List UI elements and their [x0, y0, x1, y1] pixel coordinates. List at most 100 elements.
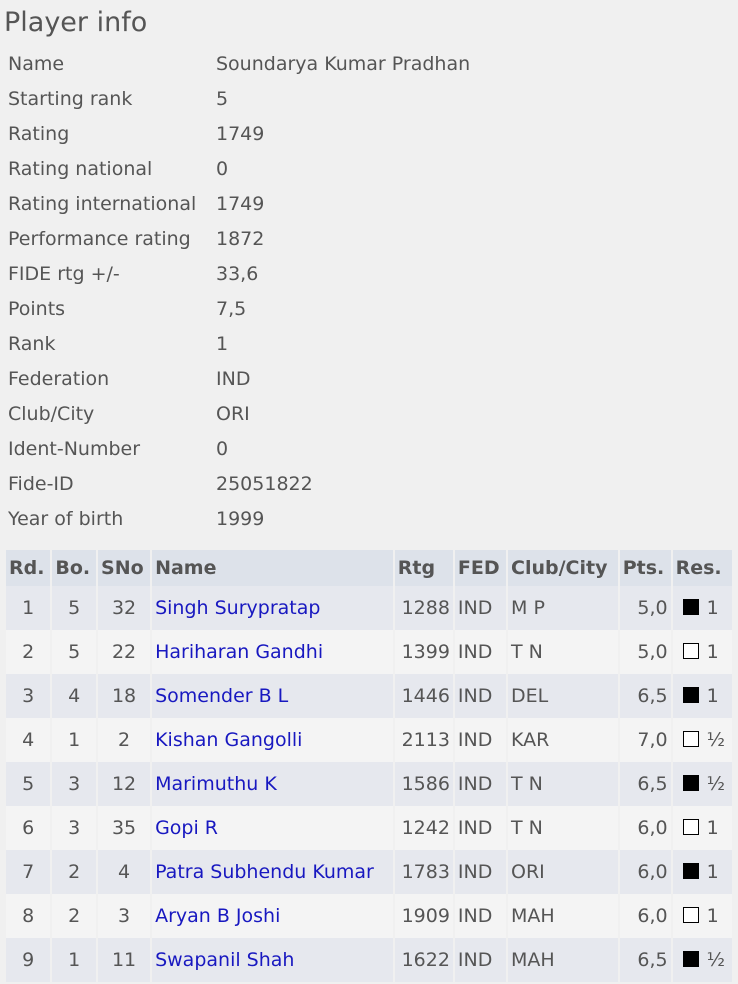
info-value: IND — [216, 367, 251, 390]
table-row: 6 3 35 Gopi R 1242 IND T N 6,0 1 — [6, 806, 732, 850]
opponent-cell: Kishan Gangolli — [152, 718, 393, 762]
result: ½ — [706, 949, 726, 971]
board: 2 — [52, 894, 97, 938]
player-info-table: Name Soundarya Kumar Pradhan Starting rank… — [8, 46, 470, 536]
club: T N — [508, 762, 618, 806]
info-value: ORI — [216, 402, 250, 425]
result: ½ — [706, 729, 726, 751]
column-header: Name — [152, 550, 393, 586]
rating: 1288 — [394, 586, 453, 630]
table-row: 1 5 32 Singh Surypratap 1288 IND M P 5,0 1 — [6, 586, 732, 630]
info-row: Ident-Number 0 — [8, 431, 470, 466]
result: 1 — [706, 641, 719, 663]
points: 6,5 — [619, 938, 671, 982]
federation: IND — [454, 806, 507, 850]
result-cell: ½ — [672, 718, 732, 762]
federation: IND — [454, 630, 507, 674]
info-label: Fide-ID — [8, 472, 74, 495]
info-row: Performance rating 1872 — [8, 221, 470, 256]
result: 1 — [706, 817, 719, 839]
black-piece-icon — [682, 863, 699, 879]
white-piece-icon — [682, 731, 699, 747]
result-cell: 1 — [672, 586, 732, 630]
info-value: 0 — [216, 157, 229, 180]
round: 3 — [6, 674, 51, 718]
federation: IND — [454, 762, 507, 806]
info-row: Name Soundarya Kumar Pradhan — [8, 46, 470, 81]
info-value: 0 — [216, 437, 229, 460]
board: 5 — [52, 586, 97, 630]
white-piece-icon — [682, 907, 699, 923]
opponent-link[interactable]: Somender B L — [155, 685, 289, 707]
info-label: Rating international — [8, 192, 197, 215]
column-header: Bo. — [52, 550, 97, 586]
opponent-link[interactable]: Swapanil Shah — [155, 949, 295, 971]
round: 7 — [6, 850, 51, 894]
info-row: Year of birth 1999 — [8, 501, 470, 536]
info-label: Year of birth — [8, 507, 124, 530]
round: 4 — [6, 718, 51, 762]
start-number: 3 — [98, 894, 151, 938]
info-label: Rank — [8, 332, 56, 355]
points: 5,0 — [619, 586, 671, 630]
rating: 1909 — [394, 894, 453, 938]
federation: IND — [454, 938, 507, 982]
page-title: Player info — [4, 7, 148, 38]
round: 9 — [6, 938, 51, 982]
points: 6,0 — [619, 894, 671, 938]
opponent-link[interactable]: Kishan Gangolli — [155, 729, 303, 751]
start-number: 2 — [98, 718, 151, 762]
points: 6,0 — [619, 806, 671, 850]
start-number: 22 — [98, 630, 151, 674]
table-row: 4 1 2 Kishan Gangolli 2113 IND KAR 7,0 ½ — [6, 718, 732, 762]
opponent-cell: Aryan B Joshi — [152, 894, 393, 938]
start-number: 4 — [98, 850, 151, 894]
column-header: Rd. — [6, 550, 51, 586]
info-label: Federation — [8, 367, 110, 390]
result-cell: 1 — [672, 674, 732, 718]
club: T N — [508, 630, 618, 674]
info-label: Ident-Number — [8, 437, 141, 460]
info-value: 1 — [216, 332, 229, 355]
opponent-link[interactable]: Singh Surypratap — [155, 597, 321, 619]
points: 5,0 — [619, 630, 671, 674]
result-cell: 1 — [672, 806, 732, 850]
result-cell: 1 — [672, 850, 732, 894]
black-piece-icon — [682, 687, 699, 703]
round: 5 — [6, 762, 51, 806]
opponent-link[interactable]: Hariharan Gandhi — [155, 641, 324, 663]
opponent-link[interactable]: Patra Subhendu Kumar — [155, 861, 374, 883]
info-value: 1749 — [216, 122, 265, 145]
round: 6 — [6, 806, 51, 850]
board: 3 — [52, 806, 97, 850]
result-cell: ½ — [672, 762, 732, 806]
info-label: Starting rank — [8, 87, 133, 110]
opponent-link[interactable]: Gopi R — [155, 817, 219, 839]
info-row: Rating international 1749 — [8, 186, 470, 221]
info-label: Club/City — [8, 402, 95, 425]
info-value: 25051822 — [216, 472, 313, 495]
info-label: Rating national — [8, 157, 153, 180]
column-header: Pts. — [619, 550, 671, 586]
black-piece-icon — [682, 599, 699, 615]
opponent-cell: Hariharan Gandhi — [152, 630, 393, 674]
opponent-link[interactable]: Aryan B Joshi — [155, 905, 281, 927]
opponent-link[interactable]: Marimuthu K — [155, 773, 277, 795]
column-header: SNo — [98, 550, 151, 586]
club: MAH — [508, 938, 618, 982]
info-label: Performance rating — [8, 227, 191, 250]
info-row: Federation IND — [8, 361, 470, 396]
board: 5 — [52, 630, 97, 674]
info-row: Points 7,5 — [8, 291, 470, 326]
result: 1 — [706, 905, 719, 927]
info-row: Starting rank 5 — [8, 81, 470, 116]
rating: 1783 — [394, 850, 453, 894]
column-header: Club/City — [508, 550, 618, 586]
club: M P — [508, 586, 618, 630]
start-number: 35 — [98, 806, 151, 850]
result-cell: ½ — [672, 938, 732, 982]
club: MAH — [508, 894, 618, 938]
table-row: 5 3 12 Marimuthu K 1586 IND T N 6,5 ½ — [6, 762, 732, 806]
info-value: 33,6 — [216, 262, 259, 285]
board: 2 — [52, 850, 97, 894]
